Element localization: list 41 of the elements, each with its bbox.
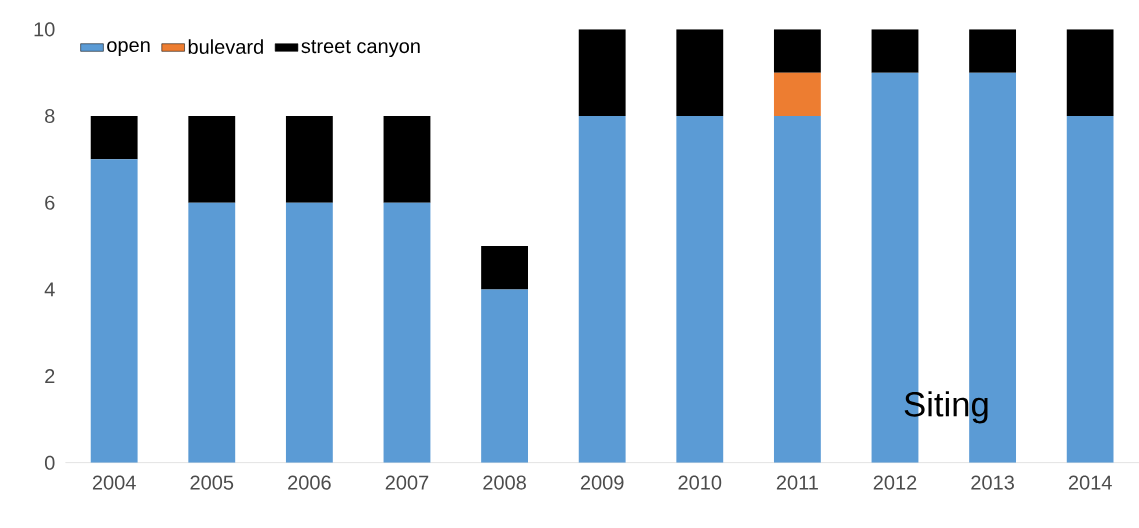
bar [383, 202, 431, 463]
x-tick-label: 2009 [580, 475, 624, 490]
bar [90, 115, 138, 160]
y-tick-label: 10 [34, 22, 55, 37]
bar [481, 246, 528, 290]
bar [90, 159, 138, 463]
y-tick-label: 6 [45, 195, 55, 210]
bar [676, 29, 724, 116]
x-tick-label: 2014 [1068, 475, 1112, 490]
bar [188, 115, 236, 203]
x-tick-label: 2005 [190, 475, 234, 490]
legend-label: bulevard [188, 39, 263, 54]
bar [285, 115, 333, 203]
y-tick-label: 8 [45, 108, 55, 124]
bar [285, 202, 333, 463]
legend-label: open [107, 41, 150, 56]
bar [773, 72, 821, 116]
bar [871, 29, 919, 73]
bar [676, 115, 724, 463]
bar [383, 115, 431, 203]
y-tick-label: 0 [44, 455, 55, 470]
bar [1066, 29, 1114, 116]
x-tick-label: 2007 [385, 475, 429, 490]
bar [578, 115, 626, 463]
x-tick-label: 2010 [678, 475, 722, 490]
y-tick-label: 2 [45, 369, 55, 384]
bar [578, 29, 626, 116]
bar [969, 29, 1017, 73]
bar [773, 115, 821, 463]
bar [481, 289, 528, 463]
x-tick-label: 2011 [776, 475, 818, 490]
x-tick-label: 2008 [483, 475, 526, 490]
bar [773, 29, 821, 73]
bar [1066, 115, 1114, 463]
legend-label: street canyon [301, 39, 420, 58]
bar [188, 202, 236, 463]
x-tick-label: 2013 [971, 475, 1014, 490]
x-tick-label: 2006 [288, 475, 331, 490]
y-tick-label: 4 [44, 282, 55, 297]
x-tick-label: 2012 [873, 475, 917, 490]
x-tick-label: 2004 [92, 475, 136, 490]
